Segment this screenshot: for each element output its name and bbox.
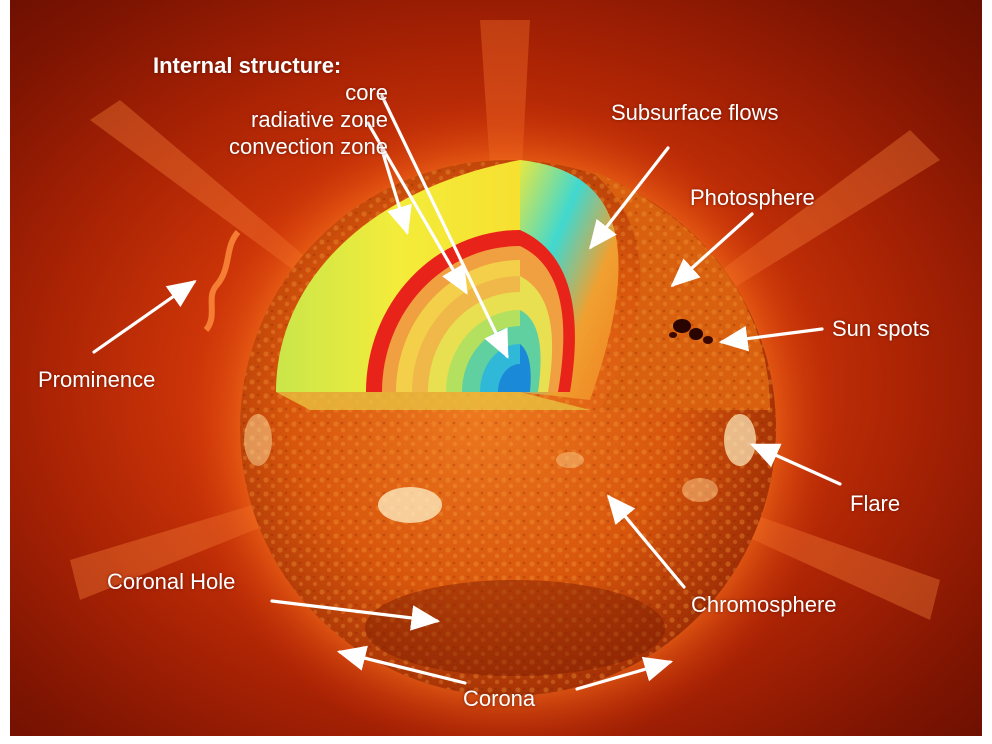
label-coronal-hole: Coronal Hole [107,569,236,594]
sun-diagram: Internal structure: core radiative zone … [10,0,982,736]
internal-structure-title: Internal structure: [153,53,342,78]
label-flare: Flare [850,491,901,516]
label-core: core [345,80,388,105]
coronal-hole-area [365,580,665,676]
label-corona: Corona [463,686,536,711]
flare-patches [244,414,756,523]
label-photosphere: Photosphere [690,185,815,210]
label-subsurface-flows: Subsurface flows [611,100,779,125]
prominence-loop [203,230,241,332]
label-radiative-zone: radiative zone [251,107,388,132]
label-sun-spots: Sun spots [832,316,930,341]
label-chromosphere: Chromosphere [691,592,837,617]
label-convection-zone: convection zone [229,134,388,159]
sun-illustration [70,20,940,736]
sun-spots [669,319,713,344]
label-prominence: Prominence [38,367,156,392]
pointer-arrows [92,94,842,691]
